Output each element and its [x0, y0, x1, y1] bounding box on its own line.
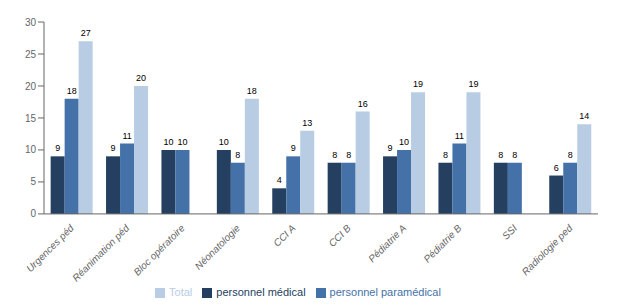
svg-text:8: 8	[443, 150, 448, 160]
svg-text:14: 14	[579, 111, 589, 121]
html-text:personnel médical: personnel médical	[216, 285, 306, 298]
svg-text:10: 10	[219, 137, 229, 147]
svg-text:18: 18	[67, 86, 77, 96]
svg-text:10: 10	[177, 137, 187, 147]
svg-text:18: 18	[247, 86, 257, 96]
svg-text:8: 8	[568, 150, 573, 160]
svg-text:CCI A: CCI A	[271, 222, 298, 249]
svg-text:15: 15	[25, 113, 37, 124]
svg-text:10: 10	[163, 137, 173, 147]
svg-text:4: 4	[277, 175, 282, 185]
svg-text:19: 19	[468, 79, 478, 89]
svg-text:8: 8	[498, 150, 503, 160]
svg-text:Néonatologie: Néonatologie	[193, 222, 243, 272]
svg-text:30: 30	[25, 17, 37, 28]
svg-text:10: 10	[399, 137, 409, 147]
svg-text:20: 20	[136, 73, 146, 83]
svg-text:9: 9	[55, 143, 60, 153]
svg-text:Pédiatrie A: Pédiatrie A	[366, 222, 408, 264]
svg-text:9: 9	[111, 143, 116, 153]
svg-text:Réanimation péd: Réanimation péd	[70, 222, 132, 284]
svg-text:5: 5	[30, 176, 36, 187]
svg-text:CCI B: CCI B	[326, 222, 353, 249]
svg-text:SSI: SSI	[500, 222, 519, 241]
svg-text:9: 9	[388, 143, 393, 153]
svg-text:16: 16	[358, 99, 368, 109]
svg-text:Pédiatrie B: Pédiatrie B	[421, 222, 464, 265]
svg-text:Bloc opératoire: Bloc opératoire	[131, 222, 187, 278]
svg-text:8: 8	[512, 150, 517, 160]
html-text:Total: Total	[169, 285, 193, 298]
svg-text:6: 6	[554, 163, 559, 173]
svg-text:8: 8	[332, 150, 337, 160]
svg-text:13: 13	[302, 118, 312, 128]
html-text:personnel paramédical: personnel paramédical	[329, 285, 441, 298]
svg-text:8: 8	[346, 150, 351, 160]
svg-text:11: 11	[122, 131, 131, 141]
svg-text:19: 19	[413, 79, 423, 89]
svg-text:27: 27	[81, 28, 91, 38]
svg-text:0: 0	[30, 208, 36, 219]
svg-text:Urgences péd: Urgences péd	[24, 222, 76, 274]
svg-text:25: 25	[25, 49, 37, 60]
svg-text:10: 10	[25, 144, 37, 155]
svg-text:Radiologie ped: Radiologie ped	[520, 222, 575, 277]
svg-text:20: 20	[25, 81, 37, 92]
svg-text:11: 11	[455, 131, 464, 141]
svg-text:8: 8	[235, 150, 240, 160]
svg-text:9: 9	[291, 143, 296, 153]
